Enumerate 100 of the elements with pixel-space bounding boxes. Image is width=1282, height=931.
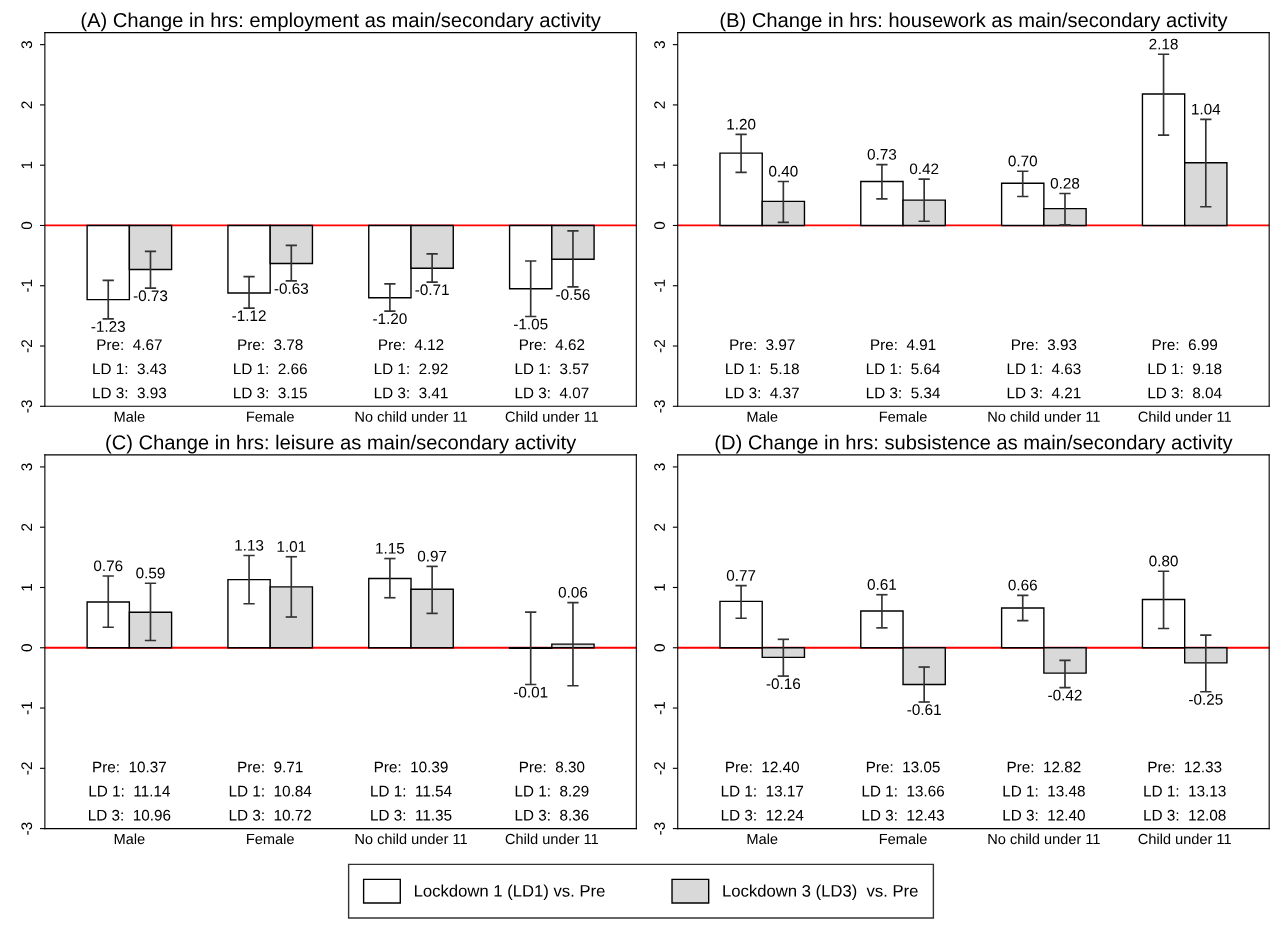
annotation: LD 1: 13.66 [862, 785, 944, 797]
data-label: 2.18 [1149, 38, 1178, 50]
annotation: LD 3: 3.93 [93, 387, 167, 399]
x-tick-label: Male [747, 411, 778, 422]
annotation: Pre: 12.33 [1148, 761, 1222, 773]
x-tick-label: Child under 11 [505, 411, 599, 422]
y-tick-label: -3 [21, 822, 33, 835]
x-tick-label: Child under 11 [1138, 411, 1231, 422]
y-tick-label: 2 [654, 101, 665, 109]
annotation: LD 1: 5.64 [866, 363, 940, 375]
x-tick-label: Male [114, 833, 145, 845]
annotation: LD 3: 10.96 [89, 809, 171, 821]
y-tick-label: 3 [21, 463, 33, 471]
annotation: LD 3: 8.04 [1148, 387, 1222, 399]
annotation: LD 3: 12.24 [721, 809, 804, 821]
data-label: 0.42 [909, 163, 939, 175]
data-label: -0.71 [415, 284, 449, 296]
annotation: LD 1: 11.54 [371, 785, 452, 797]
annotation: LD 3: 3.15 [234, 387, 307, 399]
annotation: LD 3: 5.34 [866, 387, 940, 399]
annotation: LD 1: 9.18 [1148, 363, 1222, 375]
data-label: -1.12 [232, 310, 266, 321]
legend-label: Lockdown 3 (LD3) vs. Pre [723, 884, 918, 901]
annotation: LD 3: 4.21 [1007, 387, 1081, 399]
y-tick-label: 1 [21, 161, 32, 169]
annotation: Pre: 10.39 [374, 761, 448, 773]
annotation: LD 3: 12.40 [1003, 809, 1085, 821]
annotation: Pre: 3.97 [730, 339, 795, 351]
y-tick-label: 0 [654, 644, 665, 652]
y-tick-label: 0 [654, 221, 665, 230]
data-label: 0.61 [867, 579, 897, 590]
data-label: 0.76 [93, 560, 123, 572]
data-label: 0.97 [417, 550, 447, 562]
data-label: -0.61 [907, 704, 941, 716]
y-tick-label: 1 [654, 583, 665, 591]
y-tick-label: -3 [654, 822, 665, 835]
y-tick-label: -3 [654, 400, 665, 413]
data-label: 0.40 [769, 165, 798, 177]
annotation: LD 3: 11.35 [371, 809, 452, 821]
data-label: -0.42 [1048, 689, 1082, 701]
x-tick-label: No child under 11 [355, 833, 467, 845]
legend-label: Lockdown 1 (LD1) vs. Pre [414, 884, 605, 901]
y-tick-label: 3 [654, 463, 665, 471]
x-tick-label: Male [747, 833, 778, 845]
x-tick-label: Male [114, 411, 145, 422]
data-label: -0.01 [513, 686, 548, 698]
annotation: Pre: 4.12 [379, 339, 444, 351]
y-tick-label: 0 [21, 221, 33, 230]
y-tick-label: -1 [21, 701, 32, 715]
annotation: LD 3: 4.37 [726, 387, 799, 399]
x-tick-label: Female [247, 411, 294, 422]
data-label: -0.56 [556, 289, 590, 300]
annotation: LD 1: 5.18 [726, 363, 799, 375]
annotation: LD 3: 12.43 [862, 809, 944, 821]
data-label: 0.59 [136, 567, 165, 579]
x-tick-label: Child under 11 [1138, 833, 1231, 845]
annotation: LD 1: 13.13 [1144, 785, 1226, 797]
annotation: LD 3: 4.07 [515, 387, 589, 399]
data-label: -1.05 [513, 318, 548, 330]
y-tick-label: 2 [21, 523, 32, 531]
annotation: Pre: 10.37 [93, 761, 166, 773]
data-label: 1.13 [235, 539, 264, 551]
y-tick-label: 3 [654, 41, 665, 49]
annotation: LD 1: 2.66 [234, 363, 307, 375]
annotation: LD 1: 11.14 [89, 785, 170, 797]
annotation: LD 3: 12.08 [1144, 809, 1226, 821]
annotation: Pre: 9.71 [238, 761, 303, 773]
data-label: -1.20 [373, 313, 407, 325]
annotation: Pre: 4.62 [519, 339, 585, 351]
data-label: 0.77 [726, 570, 756, 581]
data-label: -0.25 [1189, 693, 1223, 705]
y-tick-label: 0 [21, 644, 33, 652]
x-tick-label: Female [879, 411, 927, 422]
data-label: 0.28 [1050, 177, 1080, 189]
y-tick-label: -1 [21, 279, 32, 292]
chart-title: (C) Change in hrs: leisure as main/secondary activity [106, 434, 577, 454]
annotation: LD 1: 10.84 [229, 785, 312, 797]
x-tick-label: No child under 11 [988, 833, 1100, 845]
annotation: Pre: 3.93 [1012, 339, 1077, 351]
annotation: LD 1: 4.63 [1007, 363, 1081, 375]
annotation: Pre: 4.67 [97, 339, 162, 351]
annotation: LD 3: 10.72 [229, 809, 312, 821]
annotation: Pre: 8.30 [519, 761, 585, 773]
y-tick-label: -2 [654, 762, 665, 775]
annotation: Pre: 13.05 [866, 761, 940, 773]
data-label: 0.73 [867, 148, 897, 160]
annotation: LD 1: 13.48 [1003, 785, 1085, 797]
y-tick-label: -2 [654, 339, 665, 353]
x-tick-label: Child under 11 [505, 833, 599, 845]
y-tick-label: 1 [21, 583, 32, 591]
chart-title: (D) Change in hrs: subsistence as main/secondary activity [715, 434, 1233, 454]
annotation: Pre: 6.99 [1152, 339, 1218, 351]
y-tick-label: 3 [21, 41, 33, 49]
annotation: LD 1: 3.43 [93, 363, 167, 375]
data-label: 0.70 [1008, 155, 1038, 167]
y-tick-label: -1 [654, 279, 665, 292]
data-label: -1.23 [91, 321, 125, 332]
data-label: -0.63 [274, 283, 309, 294]
y-tick-label: 2 [654, 523, 665, 531]
annotation: Pre: 12.40 [726, 761, 799, 773]
